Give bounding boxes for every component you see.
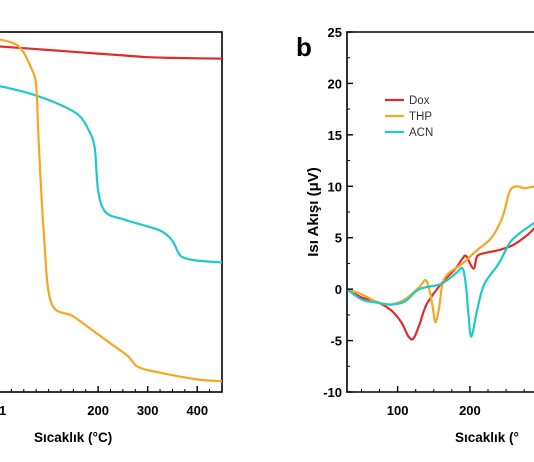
legend-label-acn: ACN <box>409 127 433 139</box>
panel-a-xlabel-prefix: Sıcaklık ( <box>34 430 93 445</box>
panel-a-plot-frame <box>0 31 223 393</box>
panel-b-x-axis: 100 200 <box>360 386 525 418</box>
panel-b-y-axis-label: Isı Akışı (μV) <box>305 167 322 256</box>
panel-b-plot-frame <box>346 31 534 393</box>
panel-b-y-tick-label-10: 10 <box>328 179 342 194</box>
panel-a-series-line-2 <box>0 38 222 383</box>
panel-b-series-line-dox <box>347 226 534 341</box>
panel-b-y-tick-label--5: -5 <box>330 334 342 349</box>
legend-label-dox: Dox <box>409 95 430 107</box>
panel-b-xlabel-unit: ° <box>514 430 519 445</box>
panel-a-xlabel-unit: °C <box>93 430 108 445</box>
panel-b-xlabel-prefix: Sıcaklık ( <box>455 430 514 445</box>
panel-b-series-group <box>347 185 534 341</box>
panel-b-y-tick-label-5: 5 <box>335 231 342 246</box>
panel-a-series-line-0 <box>0 45 222 60</box>
panel-b-x-tick-label-100: 100 <box>387 403 409 418</box>
panel-b-x-tick-label-200: 200 <box>459 403 481 418</box>
panel-b-label: b <box>296 32 312 62</box>
panel-a-x-tick-label-partial: 1 <box>0 403 6 418</box>
panel-a-x-tick-label-400: 400 <box>186 403 208 418</box>
panel-a-series-group <box>0 38 222 383</box>
panel-b-y-tick-label--10: -10 <box>323 385 342 400</box>
panel-a-x-axis-label: Sıcaklık (°C) <box>34 430 112 445</box>
panel-b-y-axis: -10 -5 0 5 10 15 20 25 <box>323 25 353 400</box>
panel-b-y-tick-label-0: 0 <box>335 282 342 297</box>
panel-a-x-tick-label-200: 200 <box>87 403 109 418</box>
panel-b-y-tick-label-25: 25 <box>328 25 342 40</box>
panel-b-y-tick-label-20: 20 <box>328 76 342 91</box>
legend-label-thp: THP <box>409 111 432 123</box>
panel-b-series-line-acn <box>347 221 534 338</box>
panel-a-x-tick-label-300: 300 <box>137 403 159 418</box>
panel-a-x-axis: 200 300 400 <box>10 386 211 418</box>
panel-a-series-line-1 <box>0 85 222 264</box>
panel-b-legend: Dox THP ACN <box>385 95 433 139</box>
panel-b-y-tick-label-15: 15 <box>328 128 342 143</box>
panel-a-xlabel-suffix: ) <box>108 430 113 445</box>
panel-b-x-axis-label: Sıcaklık (° <box>455 430 519 445</box>
panel-a: 200 300 400 1 Sıcaklık (°C) <box>0 31 223 445</box>
